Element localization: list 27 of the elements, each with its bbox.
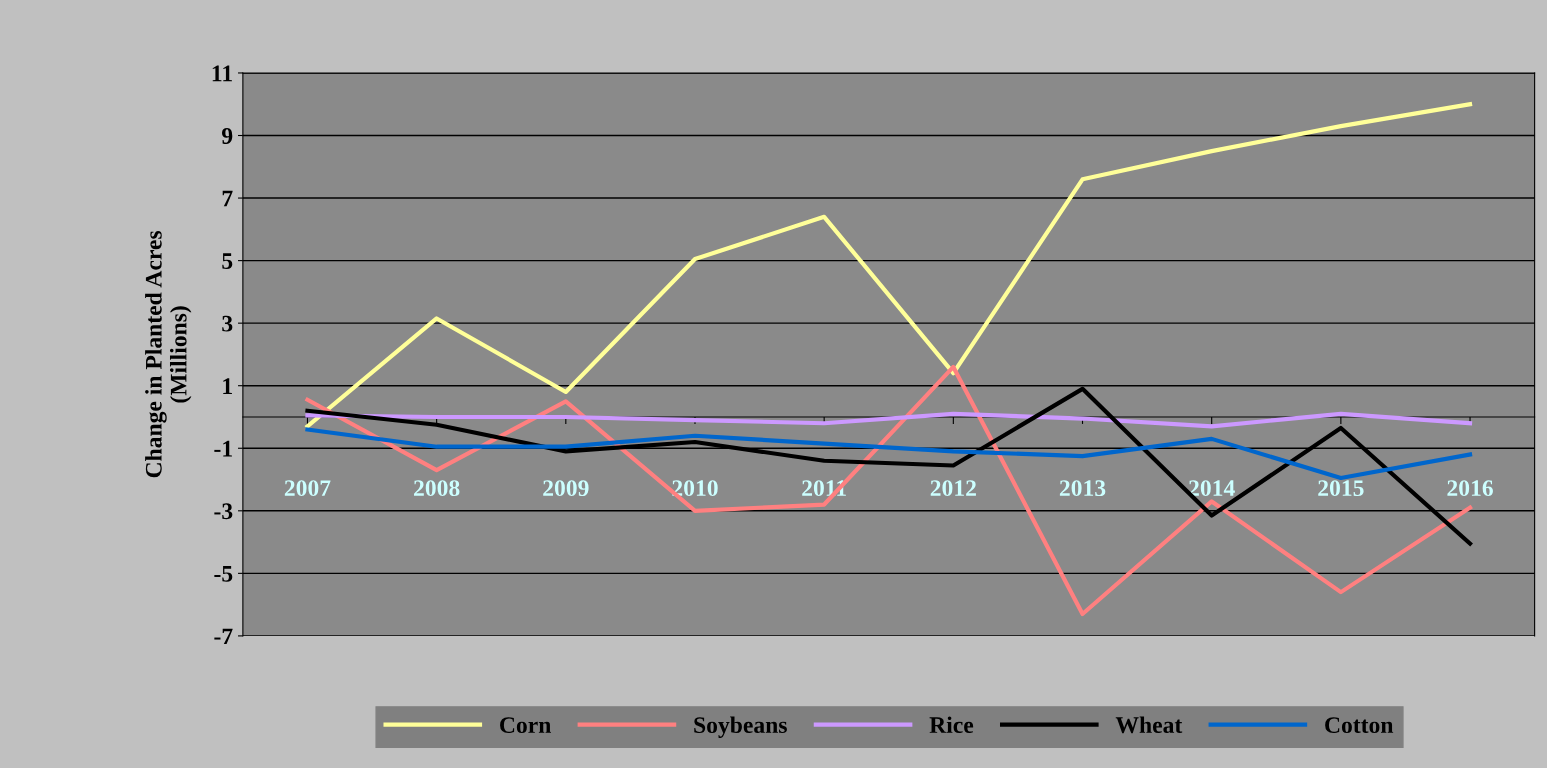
legend-label: Soybeans — [694, 716, 787, 738]
x-tick-label: 2009 — [543, 480, 589, 497]
y-tick-label: 7 — [222, 190, 233, 207]
x-tick-label: 2007 — [284, 480, 331, 497]
line-series — [305, 102, 1473, 429]
y-tick-label: 3 — [222, 315, 233, 332]
line-series — [305, 411, 1473, 429]
y-tick-label: -7 — [214, 628, 233, 645]
legend-label: Corn — [500, 717, 552, 734]
y-tick-label: 9 — [222, 128, 233, 144]
y-axis-title: Change in Planted Acres (Millions) — [145, 230, 192, 478]
y-tick-label: 1 — [223, 378, 232, 394]
x-tick-label: 2016 — [1447, 480, 1493, 497]
x-tick-label: 2012 — [930, 480, 976, 497]
x-tick-label: 2014 — [1189, 480, 1235, 497]
y-tick-label: -1 — [214, 440, 232, 457]
x-tick-label: 2015 — [1318, 480, 1364, 497]
y-tick-label: 5 — [222, 253, 233, 270]
y-tick-label: -5 — [214, 566, 233, 582]
y-tick-label: 11 — [212, 65, 232, 82]
y-tick-label: -3 — [214, 503, 233, 520]
x-tick-label: 2013 — [1059, 480, 1106, 497]
legend-label: Cotton — [1325, 717, 1394, 734]
line-series — [305, 427, 1473, 481]
legend-label: Rice — [929, 716, 974, 734]
legend-label: Wheat — [1115, 716, 1183, 734]
x-tick-label: 2008 — [414, 480, 460, 497]
